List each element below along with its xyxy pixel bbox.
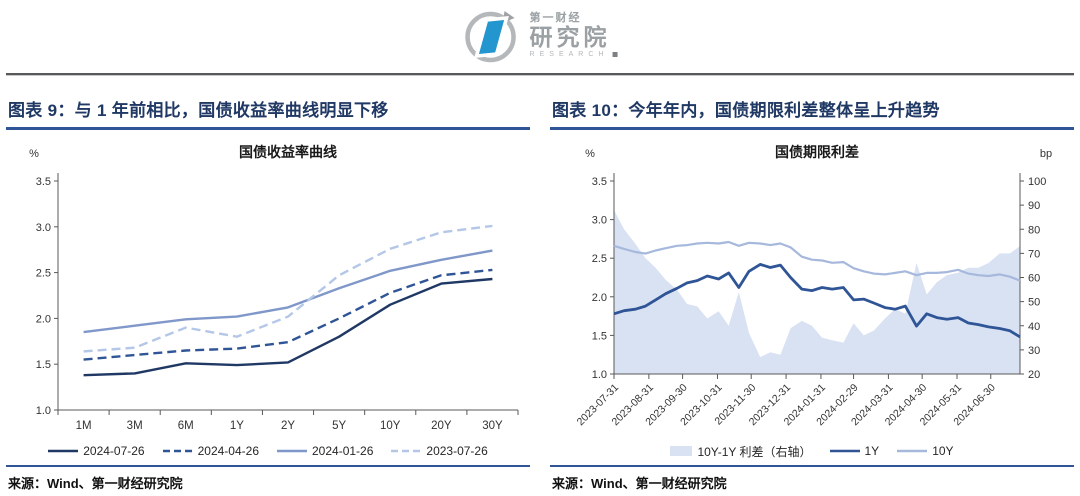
- brand-line-top: 第一财经: [529, 12, 582, 25]
- svg-text:50: 50: [1028, 297, 1040, 309]
- svg-text:2.0: 2.0: [592, 292, 607, 304]
- legend-item: 2024-01-26: [277, 444, 373, 458]
- term-spread-legend: 10Y-1Y 利差（右轴） 1Y 10Y: [550, 440, 1074, 462]
- svg-text:%: %: [585, 148, 595, 160]
- yield-curve-chart: 国债收益率曲线% 1.0 1.5 2.0 2.5 3.0 3.5 1M 3M 6M 1Y 2Y 5Y 10…: [29, 144, 519, 432]
- yield-curve-legend: 2024-07-26 2024-04-26 2024-01-26 2023-07-26: [6, 440, 530, 462]
- svg-text:60: 60: [1028, 273, 1040, 285]
- source-divider-left: [6, 465, 530, 467]
- svg-text:90: 90: [1028, 200, 1040, 212]
- legend-line-swatch: [897, 449, 928, 453]
- svg-text:70: 70: [1028, 248, 1040, 260]
- svg-text:6M: 6M: [178, 420, 194, 432]
- svg-text:1.0: 1.0: [36, 405, 51, 417]
- svg-text:3M: 3M: [127, 420, 143, 432]
- svg-text:10Y: 10Y: [380, 420, 401, 432]
- legend-item: 2024-04-26: [162, 444, 259, 458]
- logo-mark-icon: [465, 11, 516, 63]
- legend-label: 10Y: [932, 444, 954, 458]
- legend-label: 2024-01-26: [312, 444, 374, 458]
- svg-text:%: %: [29, 148, 39, 160]
- top-divider: [6, 73, 1074, 76]
- svg-text:1.5: 1.5: [36, 359, 51, 371]
- legend-item: 10Y-1Y 利差（右轴）: [670, 443, 812, 460]
- svg-text:3.5: 3.5: [36, 176, 51, 188]
- svg-text:2.5: 2.5: [36, 268, 51, 280]
- brand-line-sub: RESEARCH: [530, 51, 618, 58]
- legend-line-swatch: [277, 449, 307, 453]
- chart10-caption: 图表 10：今年年内，国债期限利差整体呈上升趋势: [550, 94, 1074, 130]
- svg-text:3.5: 3.5: [592, 176, 607, 188]
- legend-line-swatch: [829, 449, 860, 453]
- svg-text:bp: bp: [1040, 148, 1052, 160]
- svg-text:3.0: 3.0: [36, 222, 51, 234]
- legend-label: 1Y: [864, 444, 880, 458]
- svg-text:2.0: 2.0: [36, 313, 51, 325]
- logo-circle: [465, 11, 516, 63]
- legend-label: 2024-04-26: [197, 444, 259, 458]
- panel-chart-10: 图表 10：今年年内，国债期限利差整体呈上升趋势 国债期限利差% bp 1.0 1.5…: [550, 94, 1074, 492]
- legend-area-swatch: [670, 446, 693, 456]
- source-note-right: 来源：Wind、第一财经研究院: [552, 476, 727, 491]
- svg-text:国债期限利差: 国债期限利差: [775, 144, 859, 160]
- svg-text:30Y: 30Y: [482, 420, 503, 432]
- legend-label: 2023-07-26: [426, 444, 488, 458]
- brand-logo: 第一财经 研究院 RESEARCH: [463, 6, 618, 66]
- svg-text:2.5: 2.5: [592, 253, 607, 265]
- svg-text:20: 20: [1028, 369, 1040, 381]
- brand-text: 第一财经 研究院 RESEARCH: [530, 13, 618, 58]
- legend-item: 2023-07-26: [391, 444, 488, 458]
- legend-label: 2024-07-26: [83, 444, 145, 458]
- svg-text:5Y: 5Y: [332, 420, 346, 432]
- legend-label: 10Y-1Y 利差（右轴）: [697, 444, 812, 459]
- brand-square-icon: [612, 52, 618, 58]
- svg-text:1M: 1M: [76, 420, 92, 432]
- legend-item: 10Y: [897, 444, 954, 458]
- svg-text:1.0: 1.0: [592, 369, 607, 381]
- svg-text:40: 40: [1028, 321, 1040, 333]
- svg-text:国债收益率曲线: 国债收益率曲线: [239, 144, 337, 160]
- legend-line-swatch: [162, 449, 193, 453]
- svg-text:1Y: 1Y: [230, 420, 244, 432]
- svg-text:20Y: 20Y: [431, 420, 452, 432]
- legend-line-swatch: [48, 449, 79, 453]
- svg-text:100: 100: [1028, 176, 1046, 188]
- source-note-left: 来源：Wind、第一财经研究院: [8, 476, 183, 491]
- svg-text:1.5: 1.5: [592, 330, 607, 342]
- svg-text:3.0: 3.0: [592, 215, 607, 227]
- logo-parallelogram: [474, 16, 509, 58]
- legend-item: 2024-07-26: [48, 444, 145, 458]
- brand-line-main: 研究院: [529, 24, 611, 51]
- svg-text:2Y: 2Y: [281, 420, 295, 432]
- brand-sub-text: RESEARCH: [529, 51, 609, 59]
- panel-chart-9: 图表 9：与 1 年前相比，国债收益率曲线明显下移 国债收益率曲线% 1.0 1.5…: [6, 94, 530, 492]
- source-divider-right: [550, 465, 1074, 467]
- svg-text:30: 30: [1028, 345, 1040, 357]
- legend-line-swatch: [391, 449, 422, 453]
- svg-text:80: 80: [1028, 224, 1040, 236]
- legend-item: 1Y: [829, 444, 880, 458]
- term-spread-chart: 国债期限利差% bp 1.0 1.5 2.0 2.5 3.0 3.5 20 30 40 50 60 70 8…: [575, 144, 1052, 428]
- chart9-caption: 图表 9：与 1 年前相比，国债收益率曲线明显下移: [6, 94, 530, 130]
